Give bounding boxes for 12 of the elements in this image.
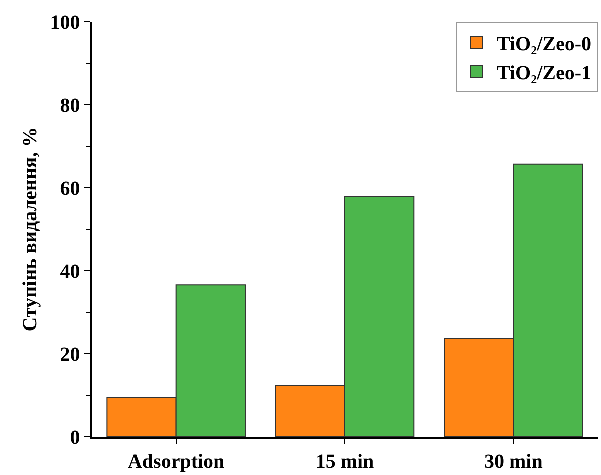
y-tick-label: 20: [60, 344, 80, 366]
x-tick-label: Adsorption: [128, 450, 225, 473]
y-tick-label: 60: [60, 178, 80, 200]
y-tick-label: 0: [70, 427, 80, 449]
y-tick-label: 80: [60, 95, 80, 117]
legend-label: TiO₂/Zeo-1: [497, 62, 592, 84]
x-tick-label: 15 min: [316, 450, 374, 473]
legend-label: TiO₂/Zeo-0: [497, 33, 592, 56]
x-tick-label: 30 min: [484, 450, 543, 473]
y-tick-label: 100: [50, 12, 80, 34]
y-tick-label: 40: [60, 261, 80, 283]
y-axis-title: Ступінь видалення, %: [19, 127, 42, 332]
